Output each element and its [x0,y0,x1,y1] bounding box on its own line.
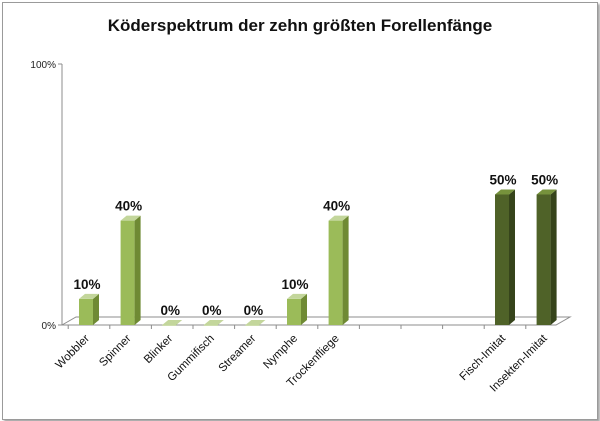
data-label: 10% [281,277,308,292]
bar-front [120,220,135,325]
bar-top [79,293,99,299]
y-tick-label-min: 0% [42,321,57,332]
bar-top [203,320,224,325]
bar-front [536,194,551,325]
bar-blinker [162,320,183,326]
chart-title: Köderspektrum der zehn größten Forellenf… [108,16,492,35]
bar-side [550,189,557,325]
bar-top [162,320,183,325]
bar-front [79,298,93,325]
bar-top [245,320,266,325]
bar-front [162,325,177,326]
y-tick-label-max: 100% [30,60,56,71]
bar-top [328,215,349,221]
bar-fisch-imitat [495,189,515,325]
data-label: 10% [73,277,100,292]
bar-top [287,293,307,299]
bar-gummifisch [203,320,224,326]
data-label: 50% [531,173,558,188]
bar-front [203,325,218,326]
data-label: 50% [489,173,516,188]
bar-spinner [120,215,141,325]
bar-streamer [245,320,266,326]
data-label: 0% [202,303,222,318]
data-label: 0% [244,303,264,318]
data-label: 0% [160,303,180,318]
category-label: Nymphe [261,333,300,372]
bar-side [509,189,515,325]
bar-front [287,298,301,325]
data-label: 40% [323,199,350,214]
bar-top [495,189,515,195]
axes [58,63,572,329]
bar-side [93,293,99,325]
labels: 100%0%10%Wobbler40%Spinner0%Blinker0%Gum… [30,60,558,394]
bar-top [120,215,141,221]
category-label: Wobbler [53,333,92,372]
category-label: Streamer [217,333,259,375]
bar-side [134,215,141,325]
bar-nymphe [287,293,307,325]
bar-wobbler [79,293,99,325]
bar-top [536,189,557,195]
bar-side [301,293,307,325]
bar-trockenfliege [328,215,349,325]
bar-insekten-imitat [536,189,557,325]
bar-front [495,194,509,325]
bars [79,189,557,326]
category-label: Blinker [142,333,175,366]
category-label: Spinner [97,333,134,370]
bar-side [342,215,349,325]
data-label: 40% [115,199,142,214]
bar-front [328,220,343,325]
bar-front [245,325,260,326]
